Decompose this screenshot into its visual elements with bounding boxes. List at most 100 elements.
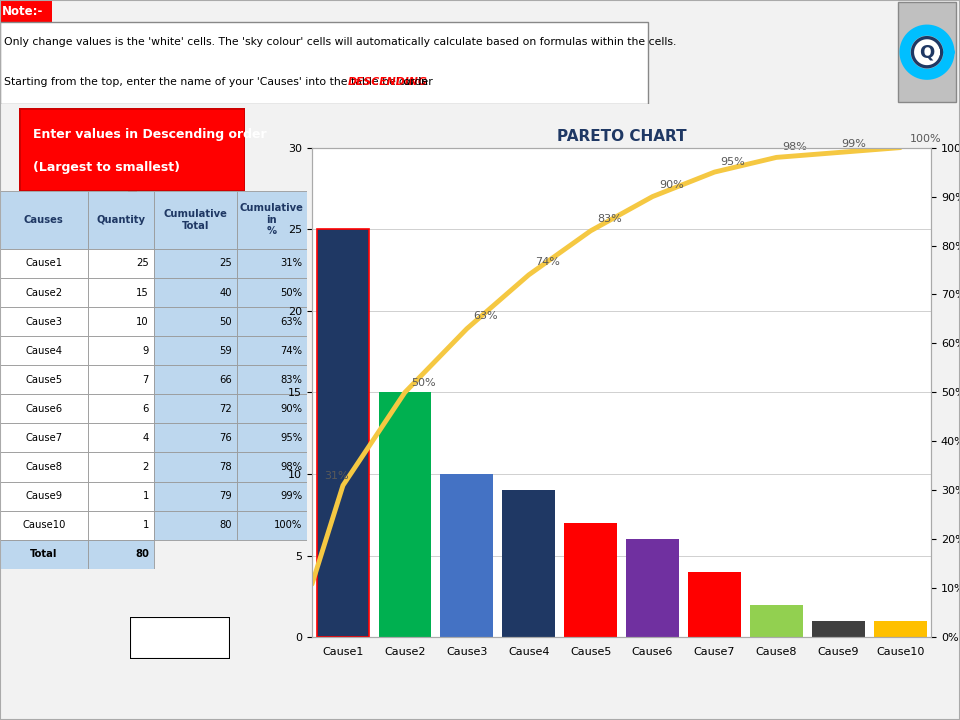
FancyBboxPatch shape <box>154 482 236 510</box>
FancyBboxPatch shape <box>154 336 236 365</box>
Bar <box>688 572 741 637</box>
Text: Cause10: Cause10 <box>22 520 65 530</box>
Text: 59: 59 <box>219 346 232 356</box>
Text: Q: Q <box>920 43 935 61</box>
FancyBboxPatch shape <box>87 510 154 540</box>
FancyBboxPatch shape <box>154 278 236 307</box>
Text: 80: 80 <box>220 520 232 530</box>
Text: 74%: 74% <box>535 257 560 266</box>
Text: 1: 1 <box>143 491 149 501</box>
FancyBboxPatch shape <box>87 249 154 278</box>
FancyBboxPatch shape <box>236 482 307 510</box>
Text: Cause2: Cause2 <box>25 287 62 297</box>
Text: 90%: 90% <box>659 180 684 190</box>
Text: 2: 2 <box>143 462 149 472</box>
Bar <box>317 229 370 637</box>
FancyBboxPatch shape <box>236 452 307 482</box>
Text: 95%: 95% <box>721 157 745 167</box>
Text: 99%: 99% <box>280 491 302 501</box>
Text: Cause7: Cause7 <box>25 433 62 443</box>
Bar <box>317 229 370 637</box>
FancyBboxPatch shape <box>0 365 87 395</box>
FancyBboxPatch shape <box>87 307 154 336</box>
Bar <box>378 392 431 637</box>
Text: 83%: 83% <box>597 215 621 225</box>
Bar <box>564 523 617 637</box>
Text: order: order <box>399 77 432 87</box>
FancyBboxPatch shape <box>236 336 307 365</box>
Text: 10: 10 <box>136 317 149 327</box>
Text: 79: 79 <box>219 491 232 501</box>
FancyBboxPatch shape <box>0 336 87 365</box>
Text: 25: 25 <box>136 258 149 269</box>
Text: 50%: 50% <box>280 287 302 297</box>
Text: 31%: 31% <box>280 258 302 269</box>
Text: 78: 78 <box>219 462 232 472</box>
FancyBboxPatch shape <box>0 307 87 336</box>
Text: 66: 66 <box>219 375 232 384</box>
FancyBboxPatch shape <box>236 395 307 423</box>
Text: Enter values in Descending order: Enter values in Descending order <box>33 128 266 141</box>
FancyBboxPatch shape <box>898 2 956 102</box>
FancyBboxPatch shape <box>154 307 236 336</box>
FancyBboxPatch shape <box>0 395 87 423</box>
Text: 99%: 99% <box>841 139 866 149</box>
Text: 40: 40 <box>220 287 232 297</box>
FancyBboxPatch shape <box>129 191 136 238</box>
Title: PARETO CHART: PARETO CHART <box>557 129 686 144</box>
Text: 72: 72 <box>219 404 232 414</box>
Text: Note:-: Note:- <box>2 4 43 17</box>
FancyBboxPatch shape <box>87 191 154 249</box>
FancyBboxPatch shape <box>130 617 230 659</box>
Text: Cause9: Cause9 <box>25 491 62 501</box>
Text: 74%: 74% <box>280 346 302 356</box>
Text: 9: 9 <box>143 346 149 356</box>
FancyBboxPatch shape <box>87 336 154 365</box>
FancyBboxPatch shape <box>236 191 307 249</box>
FancyBboxPatch shape <box>0 22 648 104</box>
Bar <box>441 474 493 637</box>
Text: 50%: 50% <box>411 377 436 387</box>
FancyBboxPatch shape <box>236 510 307 540</box>
Text: Cumulative
in
%: Cumulative in % <box>240 203 303 236</box>
Text: 31%: 31% <box>324 471 349 480</box>
FancyBboxPatch shape <box>0 452 87 482</box>
Text: 80: 80 <box>135 549 149 559</box>
Text: Only change values is the 'white' cells. The 'sky colour' cells will automatical: Only change values is the 'white' cells.… <box>4 37 677 48</box>
FancyBboxPatch shape <box>0 0 52 22</box>
FancyBboxPatch shape <box>154 191 236 249</box>
Text: Causes: Causes <box>24 215 63 225</box>
FancyBboxPatch shape <box>0 249 87 278</box>
FancyBboxPatch shape <box>19 108 245 191</box>
Text: DESCENDING: DESCENDING <box>348 77 427 87</box>
Text: Cause6: Cause6 <box>25 404 62 414</box>
FancyBboxPatch shape <box>0 510 87 540</box>
FancyBboxPatch shape <box>87 540 154 569</box>
Text: Cause4: Cause4 <box>25 346 62 356</box>
Text: 50: 50 <box>219 317 232 327</box>
FancyBboxPatch shape <box>236 365 307 395</box>
FancyBboxPatch shape <box>0 540 87 569</box>
Text: 4: 4 <box>143 433 149 443</box>
Text: Quantity: Quantity <box>96 215 145 225</box>
FancyBboxPatch shape <box>0 423 87 452</box>
Text: (Largest to smallest): (Largest to smallest) <box>33 161 180 174</box>
Text: 83%: 83% <box>280 375 302 384</box>
Text: Cause1: Cause1 <box>25 258 62 269</box>
FancyBboxPatch shape <box>87 482 154 510</box>
FancyBboxPatch shape <box>87 423 154 452</box>
Bar <box>874 621 926 637</box>
Text: 6: 6 <box>143 404 149 414</box>
Bar <box>626 539 679 637</box>
Text: Cause8: Cause8 <box>25 462 62 472</box>
FancyBboxPatch shape <box>154 510 236 540</box>
Text: 1: 1 <box>143 520 149 530</box>
FancyBboxPatch shape <box>0 191 87 249</box>
Text: 98%: 98% <box>782 143 807 153</box>
Text: Cause3: Cause3 <box>25 317 62 327</box>
FancyBboxPatch shape <box>236 307 307 336</box>
FancyBboxPatch shape <box>87 278 154 307</box>
FancyBboxPatch shape <box>0 482 87 510</box>
Text: Total: Total <box>30 549 58 559</box>
Bar <box>812 621 865 637</box>
